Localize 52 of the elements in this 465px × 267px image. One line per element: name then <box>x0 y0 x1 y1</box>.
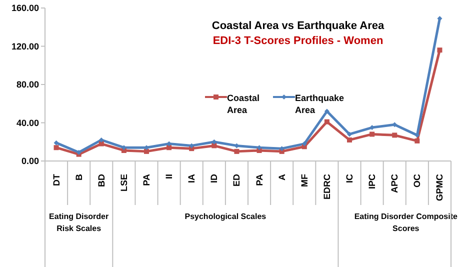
legend-label: Earthquake Area <box>295 92 344 116</box>
point <box>54 140 59 146</box>
point <box>234 148 240 154</box>
point <box>166 145 172 150</box>
legend-label: Coastal Area <box>227 92 261 116</box>
x-tick-label: ID <box>209 174 220 183</box>
x-tick-label: B <box>74 174 84 180</box>
x-tick-label: ED <box>232 174 242 187</box>
point <box>414 138 420 144</box>
x-tick-label: DT <box>51 174 62 186</box>
x-tick-label: LSE <box>118 174 129 192</box>
point <box>324 119 330 124</box>
point <box>437 48 442 53</box>
point <box>414 132 420 138</box>
text: EDI-3 T-Scores Profiles - Women <box>212 35 384 47</box>
point <box>189 143 194 148</box>
point <box>212 143 217 148</box>
y-tick-label: 120.00 <box>11 41 39 52</box>
y-tick-label: 160.00 <box>11 3 39 14</box>
x-tick-label: PA <box>142 174 152 186</box>
x-tick-label: IC <box>344 174 354 183</box>
point <box>54 145 59 150</box>
x-tick-label: APC <box>390 174 400 194</box>
x-tick-label: A <box>276 174 287 180</box>
point <box>98 141 104 146</box>
point <box>98 137 104 142</box>
point <box>121 145 126 150</box>
text: Eating Disorder Composite Scores <box>354 212 458 233</box>
x-tick-label: BD <box>96 174 106 187</box>
x-tick-label: IA <box>186 174 197 183</box>
text: Coastal Area vs Earthquake Area <box>212 20 385 32</box>
y-tick-label: 0.00 <box>21 156 39 166</box>
x-tick-label: GPMC <box>434 174 445 201</box>
x-tick-label: IPC <box>367 174 378 190</box>
point <box>324 108 330 114</box>
point <box>279 146 284 152</box>
x-tick-label: OC <box>412 174 422 188</box>
x-tick-label: MF <box>299 174 310 187</box>
x-tick-label: PA <box>254 174 264 186</box>
point <box>302 141 307 146</box>
x-tick-label: II <box>164 174 174 180</box>
point <box>347 132 352 137</box>
y-tick-label: 80.00 <box>16 80 39 90</box>
x-tick-label: EDRC <box>322 174 332 200</box>
point <box>392 132 398 138</box>
point <box>144 148 149 154</box>
y-tick-label: 40.00 <box>16 118 39 128</box>
text: Eating Disorder Risk Scales <box>49 212 109 233</box>
point <box>256 145 262 150</box>
point <box>370 132 375 137</box>
point <box>347 137 352 142</box>
text: Psychological Scales <box>184 212 267 221</box>
